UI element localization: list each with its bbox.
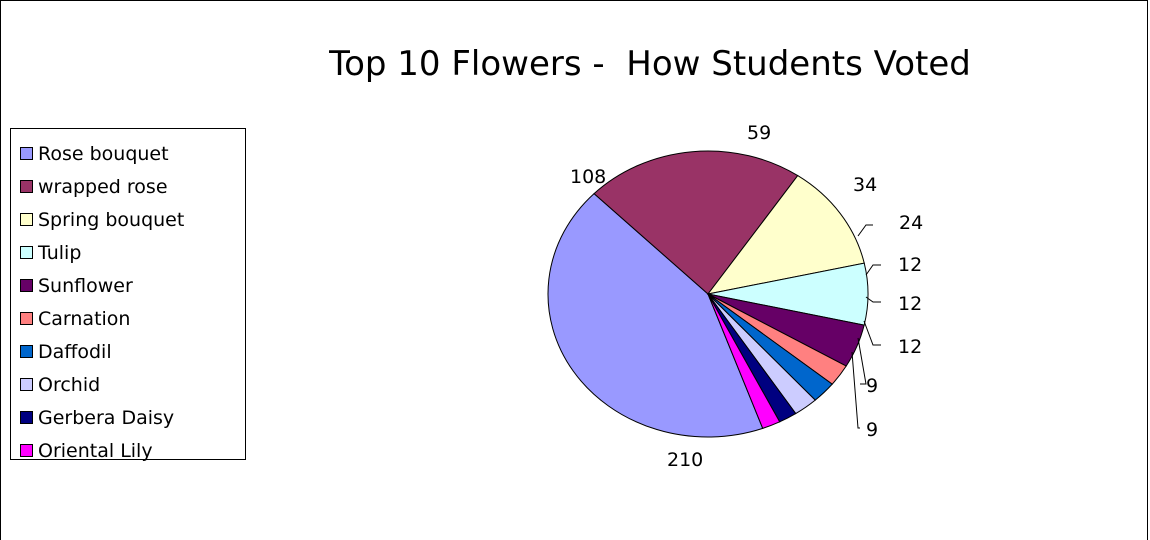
legend-swatch: [20, 444, 33, 457]
data-label: 24: [899, 212, 923, 234]
data-label: 108: [570, 166, 606, 188]
data-label: 210: [667, 449, 703, 471]
pie-slice: [707, 293, 781, 429]
legend-swatch: [20, 312, 33, 325]
legend-swatch: [20, 180, 33, 193]
leader-line: [857, 224, 873, 237]
leader-line: [865, 296, 881, 303]
legend-item: Spring bouquet: [11, 203, 245, 236]
legend-label: Orchid: [38, 373, 101, 396]
leader-line: [865, 264, 881, 276]
legend-swatch: [20, 147, 33, 160]
leader-line: [851, 351, 860, 429]
legend-item: Carnation: [11, 302, 245, 335]
legend-label: Spring bouquet: [38, 208, 185, 231]
legend-item: Oriental Lily: [11, 434, 245, 467]
pie-slice: [547, 192, 764, 438]
legend: Rose bouquet wrapped rose Spring bouquet Tu…: [10, 128, 246, 462]
legend-item: Gerbera Daisy: [11, 401, 245, 434]
pie-slice: [706, 174, 865, 295]
legend-label: Oriental Lily: [38, 439, 153, 462]
leader-line: [857, 337, 867, 385]
data-label: 59: [747, 122, 771, 144]
legend-swatch: [20, 246, 33, 259]
legend-label: Daffodil: [38, 340, 112, 363]
pie-chart: 210 108 59 34 24 12 12 12 9 9: [547, 122, 923, 471]
legend-item: Tulip: [11, 236, 245, 269]
legend-label: Carnation: [38, 307, 131, 330]
legend-swatch: [20, 378, 33, 391]
legend-item: wrapped rose: [11, 170, 245, 203]
legend-swatch: [20, 279, 33, 292]
legend-swatch: [20, 213, 33, 226]
legend-label: Rose bouquet: [38, 142, 169, 165]
legend-label: Sunflower: [38, 274, 133, 297]
legend-item: Rose bouquet: [11, 137, 245, 170]
legend-item: Sunflower: [11, 269, 245, 302]
leader-line: [863, 320, 881, 346]
legend-item: Orchid: [11, 368, 245, 401]
data-label: 12: [898, 336, 922, 358]
data-label: 12: [898, 293, 922, 315]
legend-label: Tulip: [38, 241, 82, 264]
legend-item: Daffodil: [11, 335, 245, 368]
legend-swatch: [20, 345, 33, 358]
data-label: 12: [898, 254, 922, 276]
data-label: 9: [866, 419, 878, 441]
chart-title: Top 10 Flowers - How Students Voted: [329, 44, 971, 84]
legend-swatch: [20, 411, 33, 424]
data-label: 9: [866, 375, 878, 397]
legend-label: Gerbera Daisy: [38, 406, 175, 429]
legend-label: wrapped rose: [38, 175, 168, 198]
pie-slice: [593, 150, 799, 295]
data-label: 34: [853, 174, 877, 196]
